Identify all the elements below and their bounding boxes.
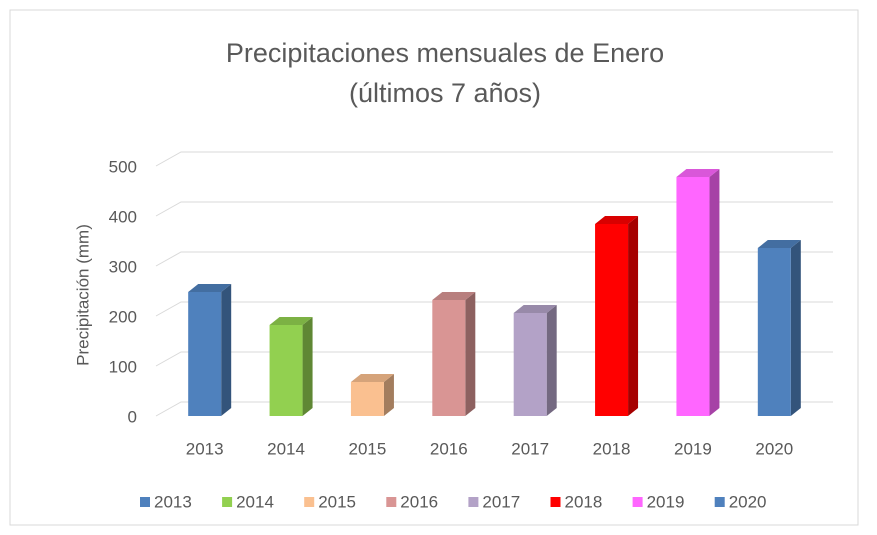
- x-tick-label: 2014: [267, 439, 305, 458]
- legend-label: 2013: [154, 492, 192, 511]
- grid-line: [155, 201, 833, 217]
- legend-label: 2017: [482, 492, 520, 511]
- bar: [513, 313, 547, 416]
- y-tick-label: 200: [109, 307, 137, 326]
- legend-label: 2016: [400, 492, 438, 511]
- bar-side: [302, 317, 313, 416]
- legend-swatch: [222, 497, 233, 507]
- legend-label: 2015: [318, 492, 356, 511]
- bar-top: [676, 169, 720, 177]
- chart-title: Precipitaciones mensuales de Enero: [226, 38, 664, 68]
- bar: [432, 300, 466, 416]
- legend-label: 2014: [236, 492, 274, 511]
- bar: [269, 325, 303, 416]
- x-tick-label: 2018: [593, 439, 631, 458]
- legend-swatch: [632, 497, 643, 507]
- y-tick-label: 500: [109, 157, 137, 176]
- legend-label: 2019: [647, 492, 685, 511]
- bar-top: [595, 216, 639, 224]
- legend-swatch: [550, 497, 561, 507]
- x-tick-label: 2015: [349, 439, 387, 458]
- bar-top: [188, 284, 232, 292]
- bar-top: [513, 305, 557, 313]
- bar-side: [465, 292, 476, 416]
- x-tick-label: 2019: [674, 439, 712, 458]
- legend-swatch: [304, 497, 315, 507]
- x-tick-label: 2020: [755, 439, 793, 458]
- grid-line: [155, 151, 833, 167]
- y-tick-label: 100: [109, 357, 137, 376]
- bar-side: [790, 240, 801, 416]
- bar-top: [432, 292, 476, 300]
- x-tick-label: 2016: [430, 439, 468, 458]
- bar-side: [383, 374, 394, 416]
- legend-swatch: [714, 497, 725, 507]
- chart-title: (últimos 7 años): [349, 78, 541, 108]
- bar-side: [709, 169, 720, 416]
- y-axis-label: Precipitación (mm): [73, 224, 92, 366]
- x-tick-label: 2013: [186, 439, 224, 458]
- bar: [676, 177, 710, 416]
- legend-swatch: [140, 497, 150, 507]
- legend-swatch: [468, 497, 479, 507]
- bar-side: [628, 216, 639, 416]
- bar-side: [546, 305, 557, 416]
- bar: [350, 382, 384, 416]
- legend-label: 2020: [729, 492, 767, 511]
- y-tick-label: 0: [128, 407, 137, 426]
- y-tick-label: 300: [109, 257, 137, 276]
- bar-top: [269, 317, 313, 325]
- bar-side: [221, 284, 232, 416]
- bar-top: [757, 240, 801, 248]
- legend-swatch: [386, 497, 397, 507]
- x-tick-label: 2017: [511, 439, 549, 458]
- legend-label: 2018: [565, 492, 603, 511]
- bar: [757, 248, 791, 416]
- y-tick-label: 400: [109, 207, 137, 226]
- bar: [595, 224, 629, 416]
- bar: [188, 292, 222, 416]
- bar-top: [350, 374, 394, 382]
